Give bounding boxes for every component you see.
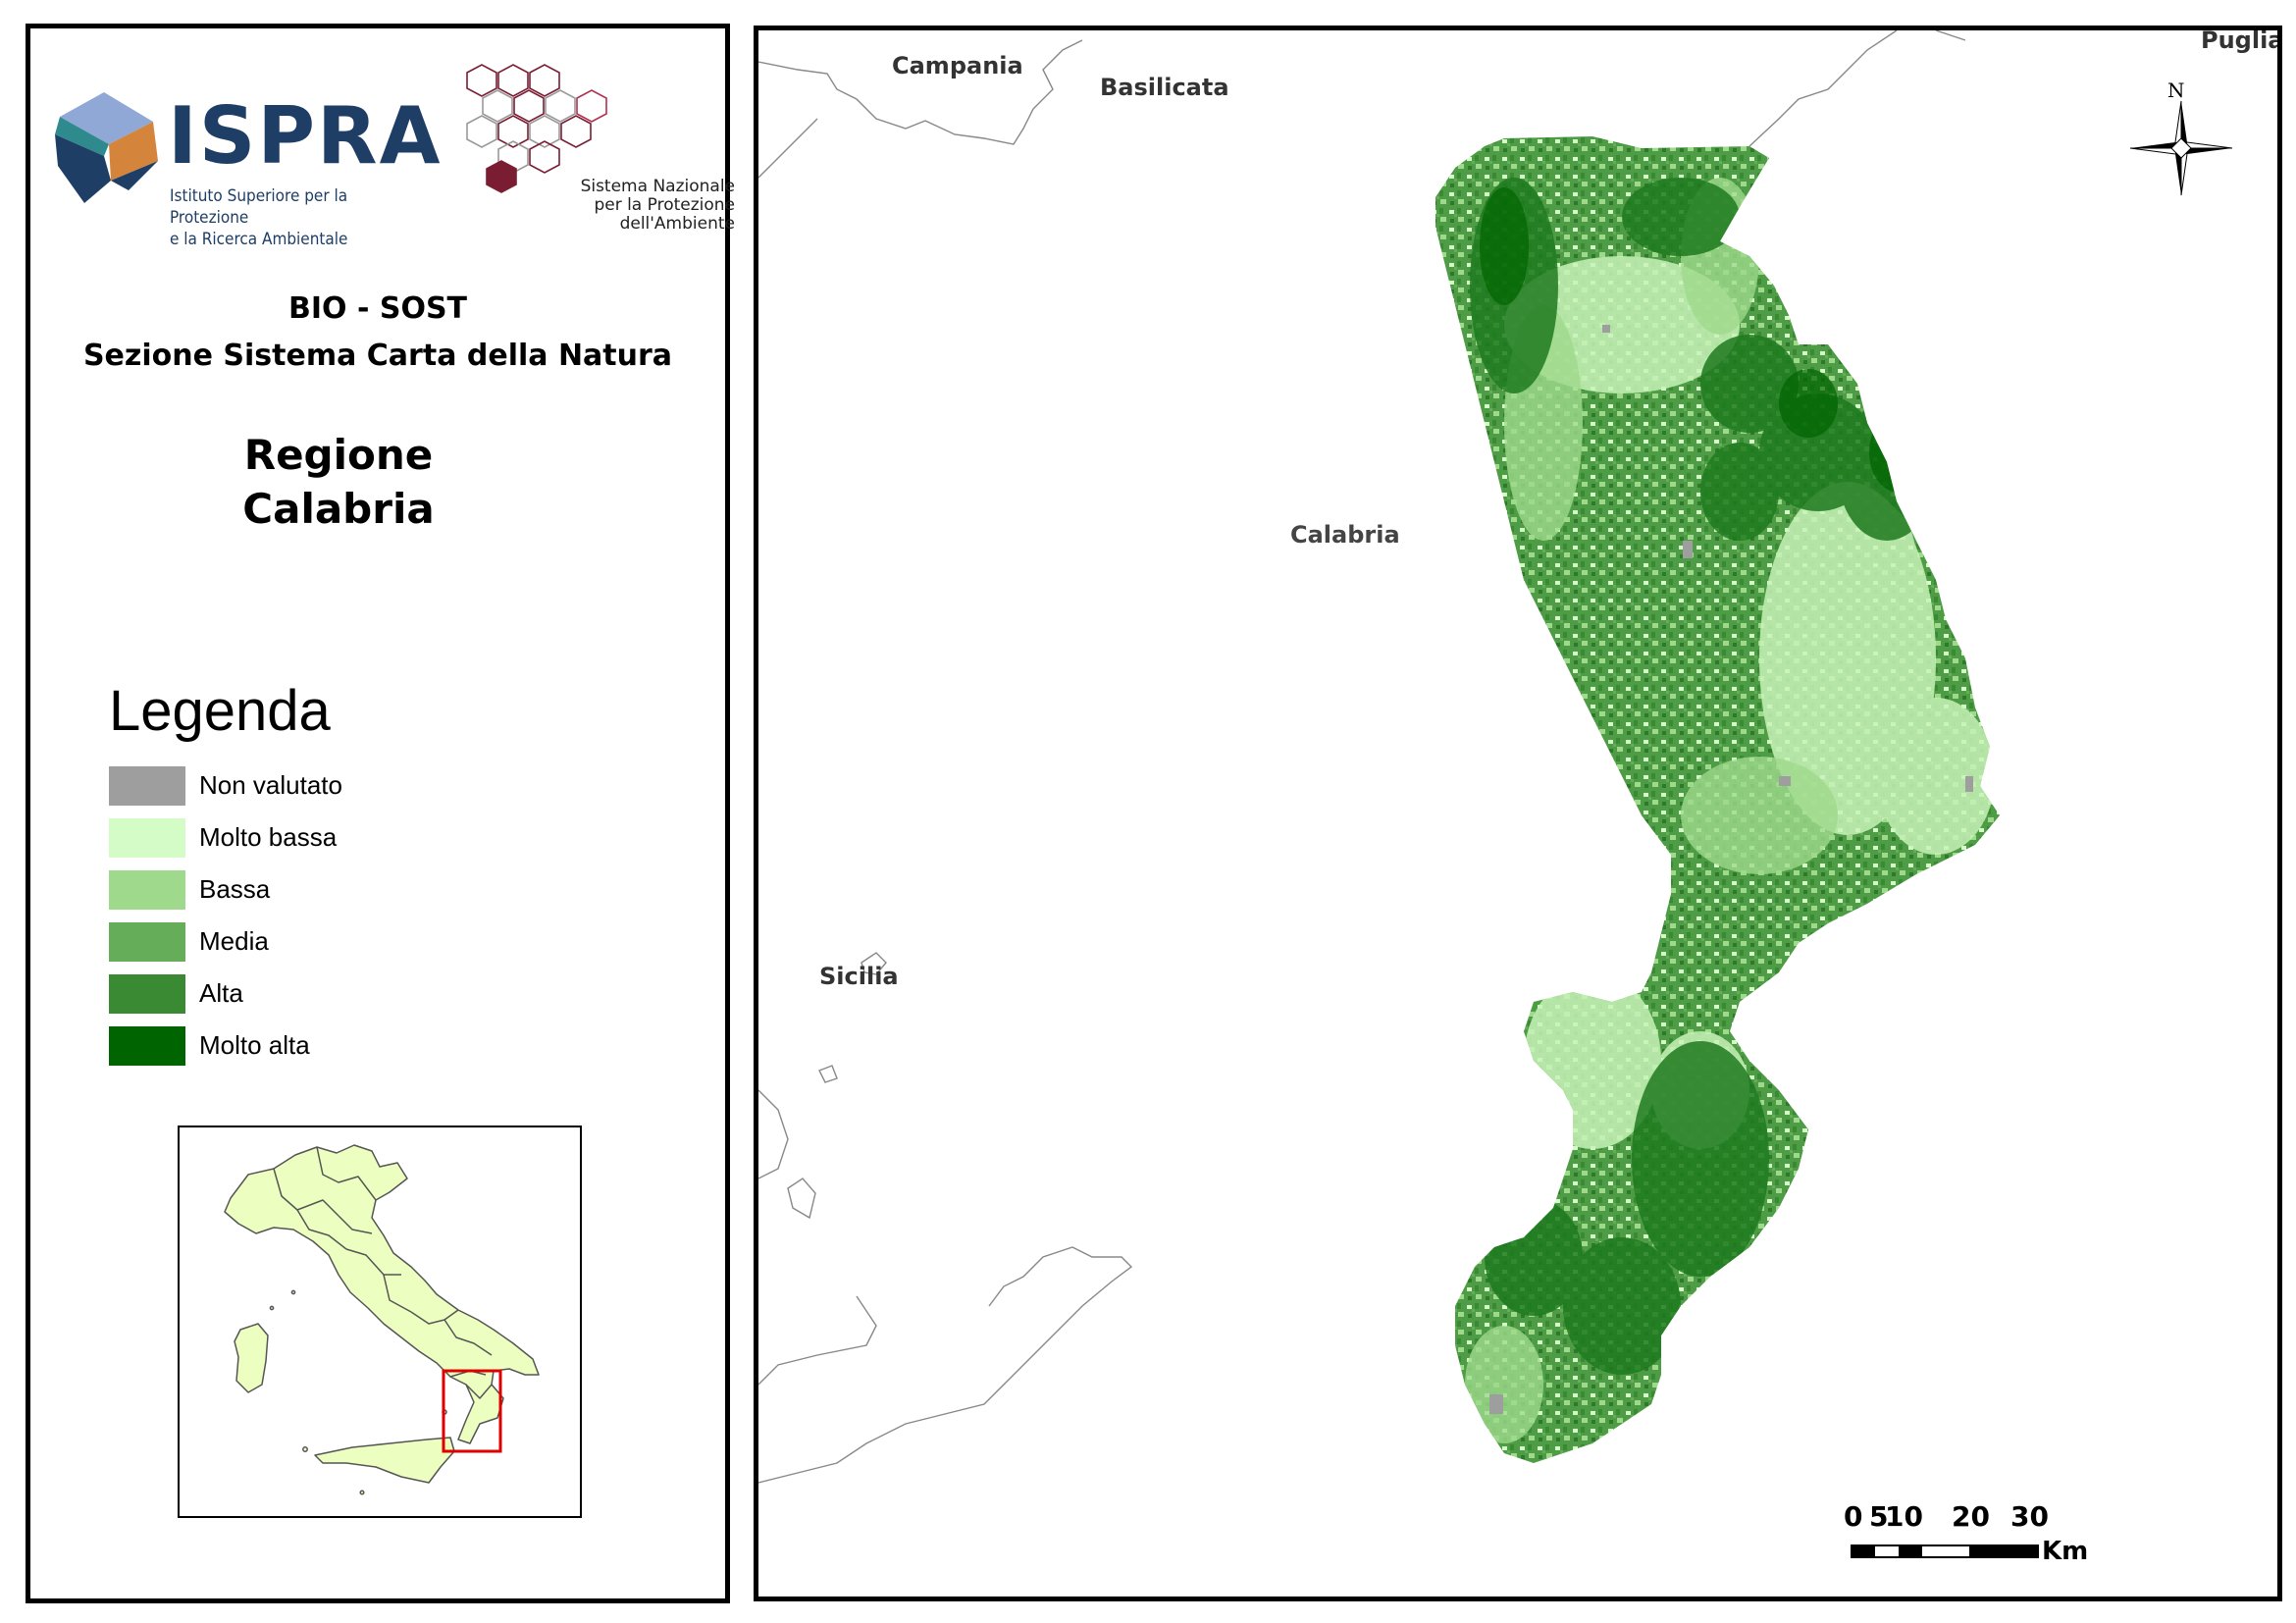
region-label: Regione [243, 431, 434, 479]
legend-swatch [109, 818, 185, 858]
calabria-highlight-box [442, 1369, 502, 1453]
italy-locator-map [178, 1126, 582, 1518]
label-sicilia: Sicilia [819, 963, 899, 990]
region-name: Calabria [242, 485, 435, 533]
label-campania: Campania [892, 52, 1023, 79]
label-puglia: Puglia [2201, 30, 2277, 54]
legend-swatch [109, 922, 185, 962]
snpa-logo-icon [466, 64, 607, 193]
org-title: BIO - SOST [287, 291, 468, 326]
legend-title: Legenda [109, 679, 331, 743]
snpa-line-2: per la Protezione [594, 195, 735, 215]
north-label: N [2167, 79, 2185, 102]
legend-swatch [109, 766, 185, 806]
calabria-region-raster [1435, 136, 2000, 1463]
snpa-logo-text: Sistema Nazionale per la Protezione dell… [490, 178, 735, 234]
italy-map-icon [224, 1144, 540, 1495]
legend-swatch [109, 1026, 185, 1066]
calabria-habitat-map: Campania Basilicata Puglia Calabria Sici… [758, 30, 2277, 1566]
scale-tick-10: 10 [1885, 1500, 1923, 1533]
legend-swatch [109, 974, 185, 1014]
scale-tick-30: 30 [2010, 1500, 2049, 1533]
label-basilicata: Basilicata [1100, 74, 1229, 101]
legend-label: Molto bassa [199, 822, 338, 852]
map-panel: Campania Basilicata Puglia Calabria Sici… [754, 26, 2282, 1601]
ispra-logo-icon [55, 92, 158, 203]
label-calabria: Calabria [1290, 521, 1400, 549]
scale-bar: 0 5 10 20 30 Km [1844, 1500, 2088, 1566]
legend-label: Molto alta [199, 1030, 310, 1060]
snpa-line-3: dell'Ambiente [619, 214, 735, 234]
snpa-line-1: Sistema Nazionale [580, 177, 735, 196]
info-panel: ISPRA Istituto Superiore per la Protezio… [26, 24, 735, 1603]
scale-tick-0: 0 [1844, 1500, 1862, 1533]
legend-swatch [109, 870, 185, 910]
ispra-logo-text: ISPRA [168, 90, 443, 182]
scale-tick-20: 20 [1952, 1500, 1990, 1533]
north-arrow-icon: N [2129, 79, 2233, 196]
ispra-subtitle: Istituto Superiore per la Protezione e l… [170, 185, 425, 250]
scale-tick-5: 5 [1869, 1500, 1888, 1533]
legend-label: Non valutato [199, 770, 342, 800]
ispra-subtitle-line-2: e la Ricerca Ambientale [170, 230, 348, 249]
ispra-subtitle-line-1: Istituto Superiore per la Protezione [170, 186, 348, 228]
scale-unit: Km [2042, 1537, 2088, 1566]
coastline-outlines [758, 30, 1966, 1484]
legend-label: Alta [199, 978, 243, 1008]
org-subtitle: Sezione Sistema Carta della Natura [82, 339, 673, 373]
legend-label: Bassa [199, 874, 271, 904]
legend-label: Media [199, 926, 269, 956]
